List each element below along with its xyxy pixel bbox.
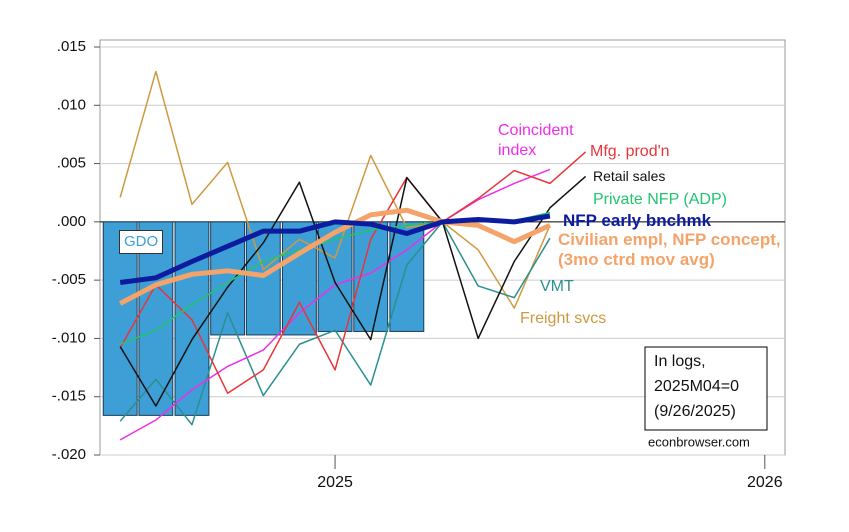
y-tick-label: .000 <box>57 213 86 230</box>
series-label: Retail sales <box>593 168 666 184</box>
series-label: Freight svcs <box>520 310 607 327</box>
source-text: econbrowser.com <box>648 434 750 449</box>
line <box>119 70 551 309</box>
note-box <box>644 346 768 431</box>
line <box>119 207 551 306</box>
bar <box>281 221 317 336</box>
y-tick-label: -.015 <box>52 388 86 405</box>
x-tick-label: 2026 <box>747 474 783 491</box>
note-text: In logs, <box>654 353 706 370</box>
y-tick-label: .005 <box>57 155 86 172</box>
y-tick-label: -.005 <box>52 271 86 288</box>
y-tick-label: -.020 <box>52 446 86 463</box>
y-tick-label: .015 <box>57 38 86 55</box>
series-label: Private NFP (ADP) <box>593 191 727 208</box>
note-text: (9/26/2025) <box>654 403 736 420</box>
series-label: VMT <box>540 278 574 295</box>
line <box>119 221 551 426</box>
bar <box>245 221 281 336</box>
line <box>119 213 551 285</box>
line <box>119 175 587 407</box>
series-label: Civilian empl, NFP concept, (3mo ctrd mo… <box>558 230 781 269</box>
series-label: Mfg. prod'n <box>590 143 670 160</box>
series-label: NFP early bnchmk <box>563 211 712 230</box>
bar <box>102 221 138 416</box>
series-label: GDO <box>119 230 164 254</box>
x-tick-label: 2025 <box>317 474 353 491</box>
y-tick-label: .010 <box>57 96 86 113</box>
note-text: 2025M04=0 <box>654 378 739 395</box>
y-tick-label: -.010 <box>52 329 86 346</box>
bar <box>389 221 425 332</box>
line <box>119 168 551 441</box>
series-label: Coincident index <box>498 122 574 159</box>
